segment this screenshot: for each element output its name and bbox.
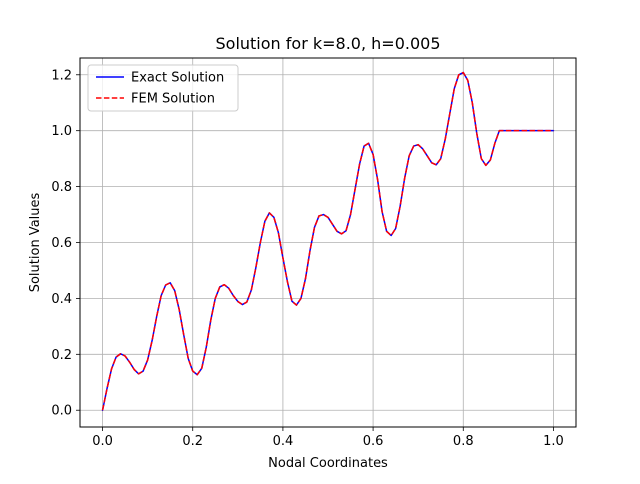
y-axis-label: Solution Values <box>28 192 43 292</box>
y-tick-label: 0.0 <box>51 404 72 419</box>
chart-title: Solution for k=8.0, h=0.005 <box>216 34 441 53</box>
tick-marks: 0.0 0.2 0.4 0.6 0.8 1.0 0.0 0.2 0.4 0.6 0.8 1.0 1.2 <box>51 68 563 449</box>
x-tick-label: 0.4 <box>273 434 294 449</box>
y-tick-label: 0.8 <box>51 180 72 195</box>
y-tick-label: 0.2 <box>51 348 72 363</box>
legend-box <box>87 64 239 112</box>
y-tick-label: 0.4 <box>51 292 72 307</box>
x-tick-label: 0.0 <box>92 434 113 449</box>
x-tick-label: 1.0 <box>543 434 564 449</box>
series-line-fem-solution <box>101 71 554 411</box>
x-tick-label: 0.2 <box>182 434 203 449</box>
x-axis-label: Nodal Coordinates <box>268 456 388 471</box>
y-tick-label: 1.0 <box>51 124 72 139</box>
grid-lines <box>80 58 576 427</box>
y-tick-label: 0.6 <box>51 236 72 251</box>
legend-label-fem-solution: FEM Solution <box>131 92 215 107</box>
y-tick-label: 1.2 <box>51 68 72 83</box>
legend: Exact Solution FEM Solution <box>87 64 239 112</box>
x-tick-label: 0.6 <box>363 434 384 449</box>
series-layer <box>101 71 555 411</box>
legend-label-exact-solution: Exact Solution <box>131 71 224 86</box>
x-tick-label: 0.8 <box>453 434 474 449</box>
